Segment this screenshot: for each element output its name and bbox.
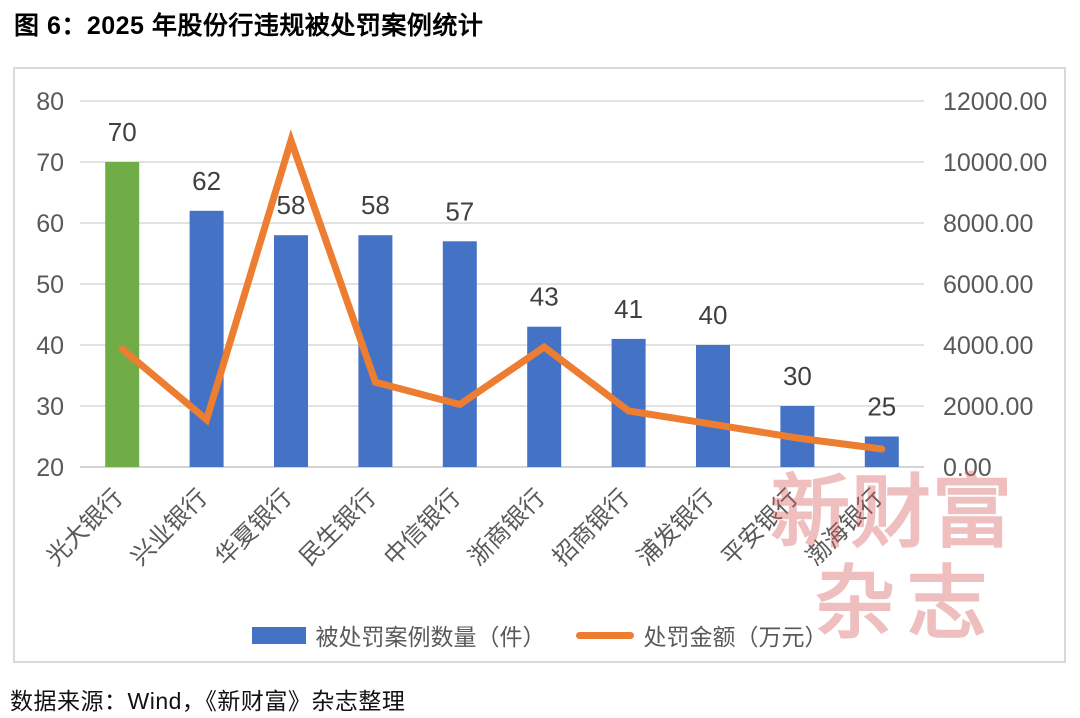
figure-title: 图 6：2025 年股份行违规被处罚案例统计 [14,12,484,40]
bar-data-label: 25 [867,392,896,422]
bar-data-label: 58 [277,190,306,220]
category-label: 浦发银行 [632,484,719,571]
bar [696,345,730,467]
legend-line-swatch [575,631,634,639]
right-axis-tick: 12000.00 [943,88,1047,116]
bar [274,235,308,467]
chart-container: 20 30 40 50 60 70 80 0.00 2000.00 4000.00 6000.00 8… [13,67,1066,663]
left-axis-tick: 20 [36,454,64,482]
category-label: 民生银行 [295,484,382,571]
category-label: 华夏银行 [210,484,297,571]
legend-item-line: 处罚金额（万元） [575,618,828,652]
category-label: 浙商银行 [463,484,550,571]
bar [189,210,224,468]
chart-legend: 被处罚案例数量（件） 处罚金额（万元） [15,618,1064,652]
right-axis-tick: 6000.00 [943,271,1033,299]
left-axis-tick: 40 [36,332,64,360]
legend-line-label: 处罚金额（万元） [643,624,828,650]
left-axis-tick: 70 [36,149,64,177]
data-source: 数据来源：Wind，《新财富》杂志整理 [10,688,406,714]
bar-data-label: 62 [192,166,221,196]
bar-data-label: 30 [783,361,812,391]
right-axis-tick: 8000.00 [943,210,1033,238]
bar-data-label: 58 [361,190,390,220]
right-axis-tick: 2000.00 [943,393,1033,421]
category-label: 中信银行 [379,484,466,571]
combo-chart: 20 30 40 50 60 70 80 0.00 2000.00 4000.00 6000.00 8… [36,88,1047,571]
bar [442,241,477,467]
bar-data-label: 57 [445,196,474,226]
legend-bar-label: 被处罚案例数量（件） [315,624,546,650]
bar-data-label: 43 [530,282,559,312]
category-label: 招商银行 [548,484,635,571]
line-series [118,129,886,453]
category-label: 平安银行 [717,484,804,571]
bar [105,162,140,467]
category-label: 光大银行 [41,484,128,571]
category-label: 渤海银行 [801,484,888,571]
legend-bar-swatch [251,626,306,644]
bar-data-label: 41 [614,294,643,324]
left-axis-tick: 50 [36,271,64,299]
bar-data-label: 40 [699,300,728,330]
bar-data-label: 70 [108,117,137,147]
right-axis-tick: 10000.00 [943,149,1047,177]
category-label: 兴业银行 [126,484,213,571]
legend-item-bars: 被处罚案例数量（件） [251,618,546,652]
right-axis-tick: 4000.00 [943,332,1033,360]
left-axis-tick: 80 [36,88,64,116]
left-axis-tick: 60 [36,210,64,238]
right-axis-tick: 0.00 [943,454,992,482]
left-axis-tick: 30 [36,393,64,421]
